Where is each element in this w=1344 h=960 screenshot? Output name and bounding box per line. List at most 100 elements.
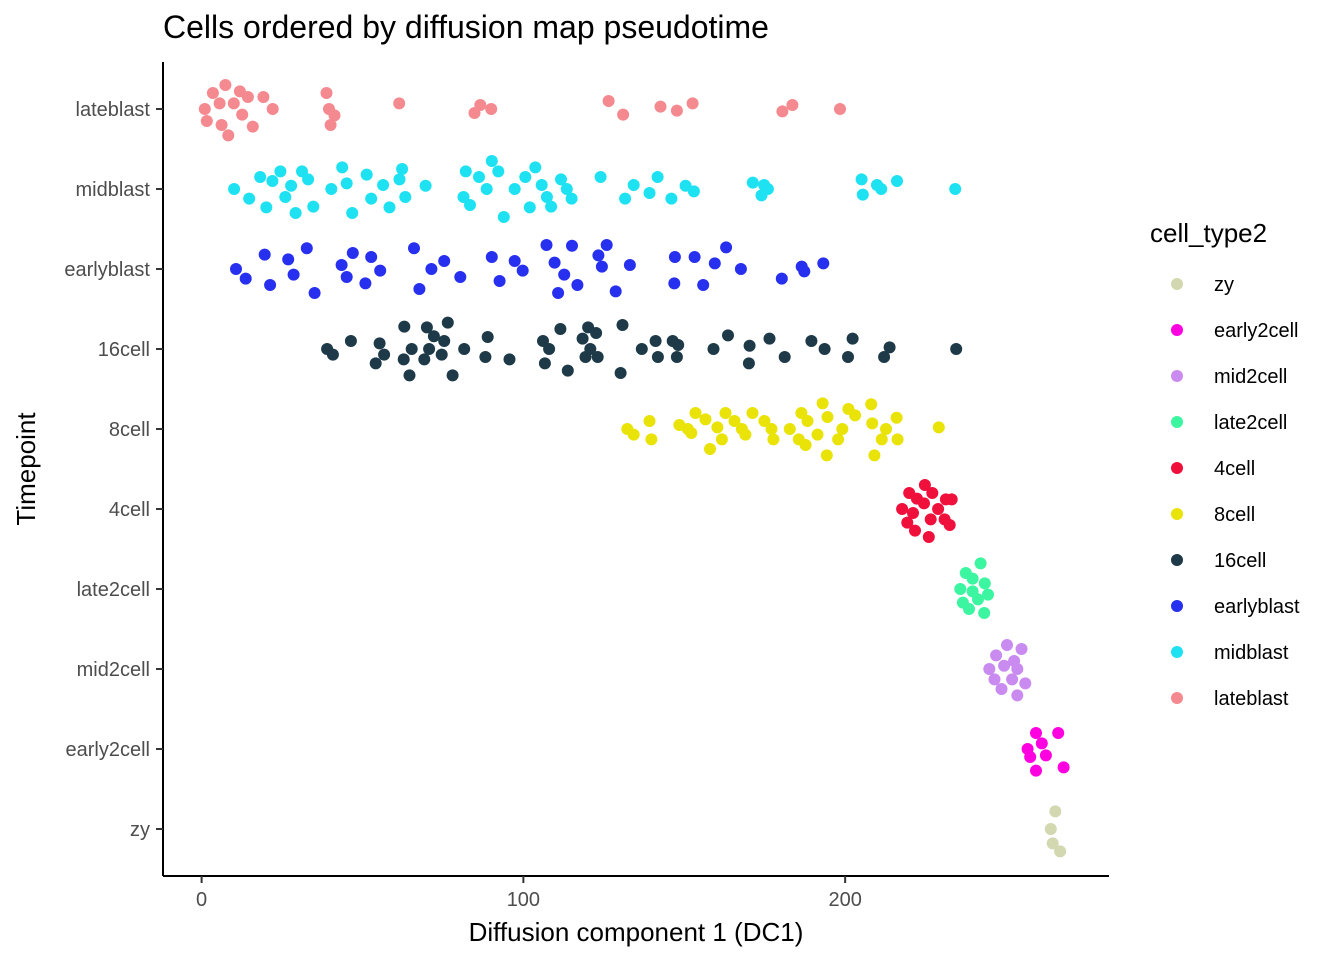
y-tick-label: 8cell [109,419,150,441]
data-point [776,105,789,118]
data-point [1011,689,1024,702]
data-point [600,239,613,251]
data-point [398,320,411,333]
data-point [413,283,426,295]
data-point [842,351,854,363]
data-point [943,519,956,531]
data-point [686,97,699,110]
data-point [849,409,862,422]
data-point [548,256,561,269]
data-point [821,411,834,423]
data-point [651,351,664,363]
data-point [708,257,721,270]
legend-key-early2cell [1171,324,1183,336]
data-point [719,407,732,419]
data-point [565,192,578,205]
legend-key-4cell [1171,462,1183,474]
series-lateblast [198,79,846,142]
data-point [508,255,521,267]
data-point [545,200,558,213]
data-point [875,433,888,446]
data-point [485,251,498,263]
y-tick-label: mid2cell [77,659,150,681]
data-point [670,104,683,117]
data-point [396,163,409,175]
data-point [492,165,505,178]
data-point [855,173,868,186]
data-point [446,369,459,382]
data-point [617,108,630,121]
data-point [418,353,431,366]
data-point [555,173,567,186]
series-late2cell [954,557,994,619]
legend-label-lateblast: lateblast [1214,688,1289,710]
data-point [344,335,357,347]
data-point [260,201,273,214]
data-point [932,503,945,515]
data-point [441,316,454,329]
data-point [728,415,741,427]
data-point [320,87,333,99]
data-point [308,287,321,299]
data-point [493,275,506,287]
data-point [778,351,791,363]
data-point [538,357,551,370]
data-point [307,200,320,213]
y-tick-label: late2cell [77,579,150,601]
y-tick-label: earlyblast [64,259,150,281]
series-early2cell [1021,727,1070,777]
data-point [880,423,892,435]
data-point [241,91,254,103]
data-point [595,260,608,273]
data-point [454,271,467,283]
legend-label-16cell: 16cell [1214,550,1266,572]
data-point [340,271,353,283]
legend-label-midblast: midblast [1214,642,1289,664]
data-point [405,343,418,355]
data-point [584,343,597,355]
data-point [274,165,287,178]
data-point [1006,673,1019,686]
legend-label-earlyblast: earlyblast [1214,596,1300,618]
data-point [485,155,498,167]
data-point [457,191,470,203]
data-point [1015,643,1028,655]
data-point [978,607,991,619]
data-point [560,183,573,195]
data-point [566,239,578,252]
data-point [995,683,1008,695]
series-4cell [896,479,958,543]
legend-key-zy [1171,278,1183,290]
data-point [786,99,799,111]
data-point [503,353,516,366]
data-point [227,97,240,110]
data-point [856,188,869,201]
data-point [540,191,553,203]
legend-key-lateblast [1171,692,1183,704]
legend-key-late2cell [1171,416,1183,428]
series-earlyblast [230,239,830,299]
data-point [783,423,796,435]
data-point [699,413,712,426]
data-point [373,337,386,350]
y-tick-label: midblast [76,179,151,201]
legend-title: cell_type2 [1150,218,1267,248]
data-point [213,97,226,110]
data-point [890,411,903,424]
data-point [743,339,756,352]
data-point [408,242,420,255]
data-point [1046,837,1059,850]
data-point [222,129,235,142]
data-point [746,407,759,419]
data-point [206,87,219,99]
data-point [1049,805,1062,818]
x-axis-title: Diffusion component 1 (DC1) [469,917,804,947]
data-point [497,211,510,223]
data-point [668,277,681,290]
data-point [665,192,678,205]
data-point [722,329,734,342]
data-point [909,524,921,537]
data-point [508,183,521,195]
legend-label-8cell: 8cell [1214,504,1255,526]
